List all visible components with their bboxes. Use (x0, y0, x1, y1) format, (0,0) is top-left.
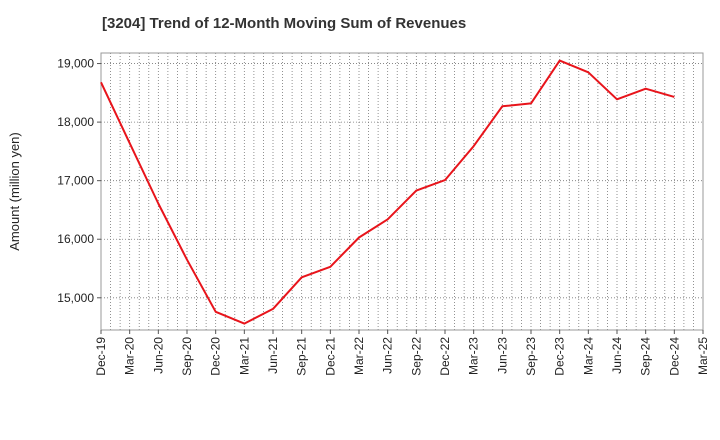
y-axis-ticks: 15,000 16,000 17,000 18,000 19,000 (57, 57, 101, 305)
x-tick-label: Sep-24 (639, 337, 653, 376)
x-tick-label: Sep-22 (409, 337, 423, 376)
y-tick-label: 17,000 (57, 174, 94, 188)
x-tick-label: Dec-21 (323, 337, 337, 376)
x-tick-label: Jun-22 (381, 337, 395, 374)
x-tick-label: Mar-25 (696, 337, 710, 375)
chart-title: [3204] Trend of 12-Month Moving Sum of R… (102, 15, 467, 32)
x-tick-label: Dec-20 (209, 337, 223, 376)
series-line-layer (100, 59, 675, 325)
x-tick-label: Dec-19 (94, 337, 108, 376)
y-tick-label: 16,000 (57, 232, 94, 246)
x-tick-label: Jun-24 (610, 337, 624, 374)
x-tick-label: Mar-21 (237, 337, 251, 375)
y-axis-title: Amount (million yen) (7, 132, 22, 251)
x-axis-ticks: Dec-19 Mar-20 Jun-20 Sep-20 Dec-20 Mar-21 Jun-… (94, 330, 710, 376)
x-tick-label: Jun-21 (266, 337, 280, 374)
plot-area-frame (100, 52, 704, 331)
x-tick-label: Mar-20 (123, 337, 137, 375)
x-tick-label: Sep-21 (295, 337, 309, 376)
x-tick-label: Sep-20 (180, 337, 194, 376)
x-tick-label: Jun-23 (495, 337, 509, 374)
y-tick-label: 15,000 (57, 291, 94, 305)
x-tick-label: Mar-23 (467, 337, 481, 375)
x-tick-label: Jun-20 (151, 337, 165, 374)
x-tick-label: Dec-22 (438, 337, 452, 376)
y-tick-label: 18,000 (57, 115, 94, 129)
series-line (100, 59, 675, 325)
x-tick-label: Mar-24 (581, 337, 595, 375)
x-tick-label: Dec-23 (553, 337, 567, 376)
y-tick-label: 19,000 (57, 57, 94, 71)
x-tick-label: Sep-23 (524, 337, 538, 376)
x-tick-label: Mar-22 (352, 337, 366, 375)
x-tick-label: Dec-24 (667, 337, 681, 376)
